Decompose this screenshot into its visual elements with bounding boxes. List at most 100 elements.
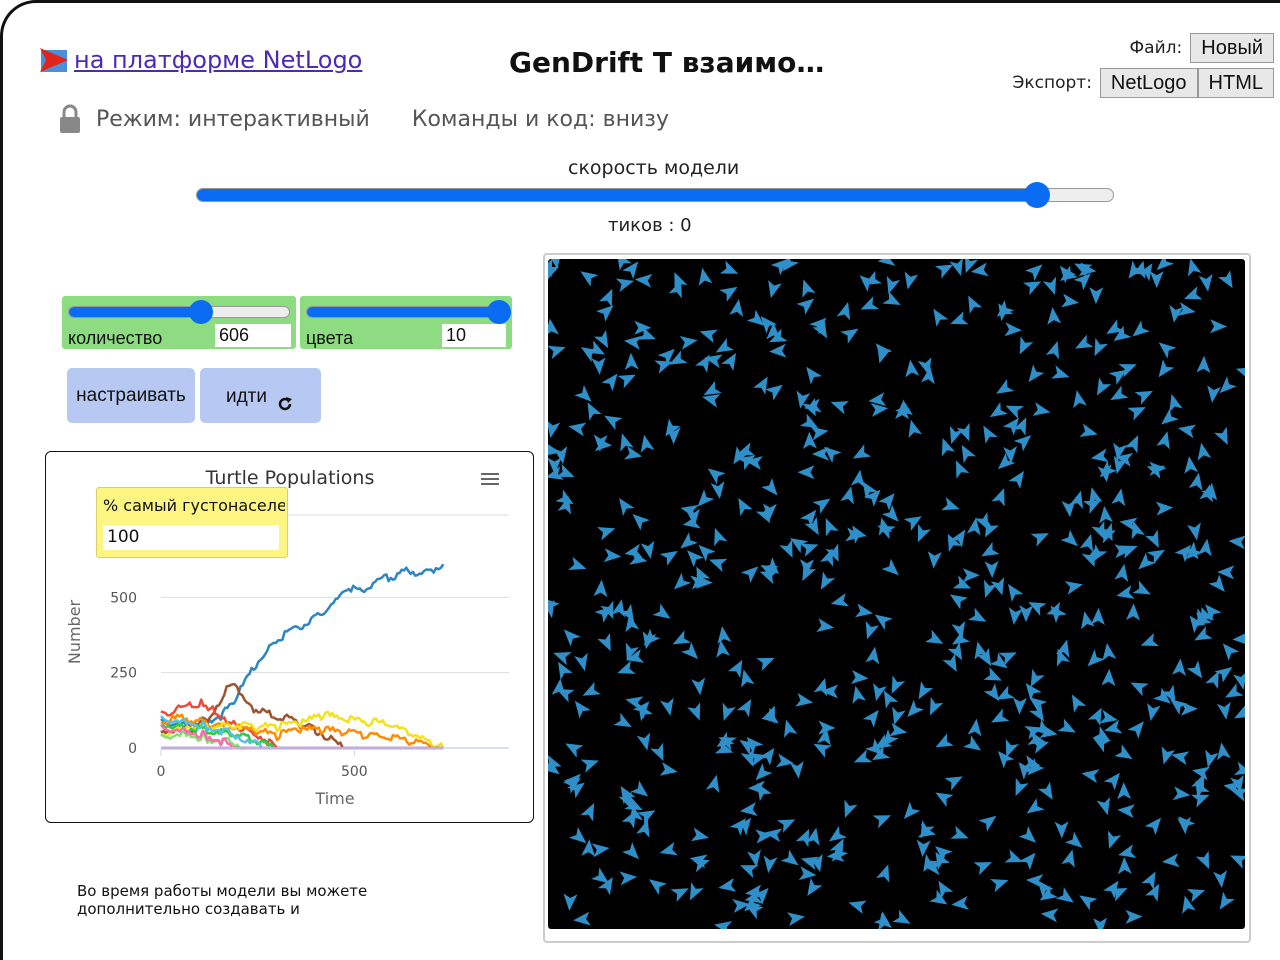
colors-slider-track[interactable] xyxy=(306,300,512,324)
turtle xyxy=(762,503,777,521)
turtle xyxy=(1029,703,1044,722)
turtle xyxy=(1141,871,1156,890)
plot-y-tick-label: 0 xyxy=(128,741,137,757)
turtle xyxy=(1079,423,1098,438)
turtle xyxy=(848,900,867,915)
netlogo-platform-link[interactable]: на платформе NetLogo xyxy=(74,46,363,74)
go-button[interactable]: идти xyxy=(200,368,321,423)
world-canvas[interactable] xyxy=(548,259,1245,929)
turtle xyxy=(768,279,782,299)
turtle xyxy=(1209,319,1228,334)
turtle xyxy=(825,543,839,562)
turtle xyxy=(756,657,775,671)
turtle xyxy=(830,592,850,607)
turtle xyxy=(1073,273,1091,291)
turtle xyxy=(755,504,771,524)
turtle xyxy=(1172,786,1191,801)
turtle xyxy=(636,819,650,838)
turtle xyxy=(865,738,883,756)
turtle xyxy=(951,896,969,910)
turtle xyxy=(1196,355,1211,373)
turtle xyxy=(795,828,810,848)
turtle xyxy=(616,259,632,271)
turtle xyxy=(1114,563,1129,582)
turtle xyxy=(563,629,581,647)
turtle xyxy=(1099,505,1113,524)
turtle xyxy=(1114,544,1132,559)
turtle xyxy=(603,548,622,563)
turtle xyxy=(892,706,906,725)
turtle xyxy=(918,681,934,700)
turtle xyxy=(950,311,969,325)
speed-slider[interactable] xyxy=(196,182,1114,208)
quantity-slider-thumb[interactable] xyxy=(189,300,213,324)
speed-slider-thumb[interactable] xyxy=(1023,182,1050,208)
export-netlogo-button[interactable]: NetLogo xyxy=(1099,67,1198,98)
colors-slider-value[interactable]: 10 xyxy=(442,324,506,347)
turtle xyxy=(935,733,954,748)
turtle xyxy=(707,468,726,485)
quantity-slider-value[interactable]: 606 xyxy=(215,324,291,347)
turtle xyxy=(568,556,587,571)
turtle xyxy=(775,753,794,768)
turtle xyxy=(1081,769,1100,784)
turtle xyxy=(722,702,736,721)
turtle xyxy=(1090,448,1109,463)
turtle xyxy=(1004,322,1022,337)
turtle xyxy=(729,299,744,317)
turtle xyxy=(637,326,656,340)
turtle xyxy=(949,594,968,610)
turtle xyxy=(1028,364,1045,383)
turtle xyxy=(821,684,839,699)
turtle xyxy=(950,825,969,839)
turtle xyxy=(1056,648,1071,667)
hamburger-menu-icon[interactable] xyxy=(481,473,499,485)
colors-slider-thumb[interactable] xyxy=(487,300,512,324)
turtle xyxy=(1032,402,1051,416)
turtle xyxy=(622,842,639,860)
turtle xyxy=(891,675,906,694)
turtle xyxy=(719,286,738,302)
turtle xyxy=(1186,660,1203,679)
commands-code-text[interactable]: Команды и код: внизу xyxy=(411,106,669,132)
mode-text[interactable]: Режим: интерактивный xyxy=(96,106,370,132)
turtle xyxy=(1018,762,1035,780)
turtle xyxy=(829,825,847,842)
turtle xyxy=(789,538,809,554)
export-html-button[interactable]: HTML xyxy=(1197,67,1274,98)
turtle xyxy=(952,575,972,589)
turtle xyxy=(721,352,737,372)
turtle xyxy=(1127,407,1146,421)
turtle xyxy=(782,259,799,272)
turtle xyxy=(704,354,723,369)
turtle xyxy=(699,329,718,344)
turtle xyxy=(883,690,899,709)
turtle xyxy=(1177,302,1196,316)
quantity-slider[interactable]: количество 606 xyxy=(62,296,296,349)
turtle xyxy=(740,669,755,688)
turtle xyxy=(787,912,805,927)
turtle xyxy=(1040,908,1059,923)
turtle xyxy=(1195,850,1210,870)
turtle xyxy=(1146,703,1161,722)
turtle xyxy=(874,614,893,630)
turtle xyxy=(984,560,999,579)
turtle xyxy=(917,523,931,543)
file-new-button[interactable]: Новый xyxy=(1190,32,1274,63)
setup-button[interactable]: настраивать xyxy=(67,368,195,423)
netlogo-brand[interactable]: на платформе NetLogo xyxy=(38,44,362,76)
world-view[interactable] xyxy=(548,259,1245,929)
turtle xyxy=(1025,683,1042,701)
turtle xyxy=(1055,887,1074,903)
turtle xyxy=(574,652,588,672)
lock-icon[interactable] xyxy=(58,104,82,134)
turtle xyxy=(1198,273,1213,292)
turtle xyxy=(991,488,1005,507)
turtle xyxy=(1233,671,1245,690)
quantity-slider-track[interactable] xyxy=(68,300,290,324)
turtle xyxy=(670,888,689,902)
turtle xyxy=(804,516,819,536)
turtle xyxy=(594,606,613,623)
colors-slider[interactable]: цвета 10 xyxy=(300,296,512,349)
